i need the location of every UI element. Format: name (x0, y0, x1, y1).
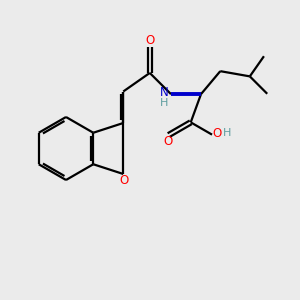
Text: H: H (223, 128, 231, 138)
Text: O: O (119, 174, 129, 187)
Text: N: N (160, 86, 169, 99)
Text: O: O (145, 34, 154, 47)
Text: O: O (213, 127, 222, 140)
Text: O: O (163, 135, 172, 148)
Text: H: H (160, 98, 169, 107)
